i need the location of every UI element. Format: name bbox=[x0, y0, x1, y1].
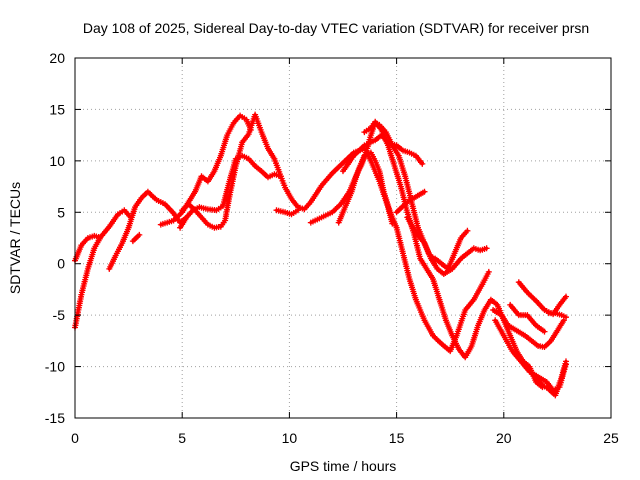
axis-ticks: 0 5 10 15 20 25 -15 -10 -5 0 5 10 15 20 bbox=[45, 50, 619, 446]
y-tick-label: 20 bbox=[49, 50, 65, 66]
series-trace bbox=[107, 190, 189, 271]
y-tick-label: 15 bbox=[49, 101, 65, 117]
series-point-markers bbox=[533, 358, 569, 399]
y-axis-label: SDTVAR / TECUs bbox=[7, 182, 23, 294]
grid bbox=[75, 58, 611, 418]
series-track-o bbox=[432, 227, 471, 272]
x-tick-label: 20 bbox=[496, 430, 512, 446]
y-tick-label: -15 bbox=[45, 410, 65, 426]
series-track-d bbox=[129, 231, 143, 245]
series-track-c bbox=[106, 188, 190, 272]
x-tick-label: 25 bbox=[603, 430, 619, 446]
series-point-markers bbox=[545, 310, 569, 321]
x-tick-label: 0 bbox=[71, 430, 79, 446]
y-tick-label: -5 bbox=[53, 307, 66, 323]
y-tick-label: -10 bbox=[45, 359, 65, 375]
series-track-r bbox=[507, 301, 548, 335]
series-point-markers bbox=[490, 307, 567, 350]
series-point-markers bbox=[507, 301, 548, 335]
series-track-a bbox=[72, 207, 134, 331]
series-point-markers bbox=[106, 188, 190, 272]
series-track-m bbox=[393, 188, 428, 216]
series-point-markers bbox=[361, 118, 546, 391]
series-point-markers bbox=[72, 207, 134, 331]
y-tick-label: 10 bbox=[49, 153, 65, 169]
series-point-markers bbox=[393, 188, 428, 216]
series-track-h bbox=[273, 207, 301, 218]
y-tick-label: 5 bbox=[57, 204, 65, 220]
x-tick-label: 15 bbox=[389, 430, 405, 446]
series-track-u bbox=[545, 310, 569, 321]
series-track-t bbox=[533, 358, 569, 399]
series-track-l bbox=[361, 118, 546, 391]
plot-frame bbox=[74, 57, 612, 419]
series-point-markers bbox=[515, 279, 569, 318]
series-point-markers bbox=[404, 214, 490, 277]
x-tick-label: 5 bbox=[178, 430, 186, 446]
data-series bbox=[72, 111, 569, 399]
x-tick-label: 10 bbox=[282, 430, 298, 446]
series-point-markers bbox=[335, 149, 492, 355]
series-point-markers bbox=[432, 227, 471, 272]
x-axis-label: GPS time / hours bbox=[290, 458, 397, 474]
series-point-markers bbox=[273, 207, 301, 218]
series-track-k bbox=[335, 149, 492, 355]
series-point-markers bbox=[129, 231, 143, 245]
chart-title: Day 108 of 2025, Sidereal Day-to-day VTE… bbox=[83, 20, 589, 36]
series-trace bbox=[73, 208, 133, 330]
series-track-p bbox=[490, 307, 567, 350]
series-track-b bbox=[72, 232, 102, 264]
y-tick-label: 0 bbox=[57, 256, 65, 272]
series-track-s bbox=[515, 279, 569, 318]
